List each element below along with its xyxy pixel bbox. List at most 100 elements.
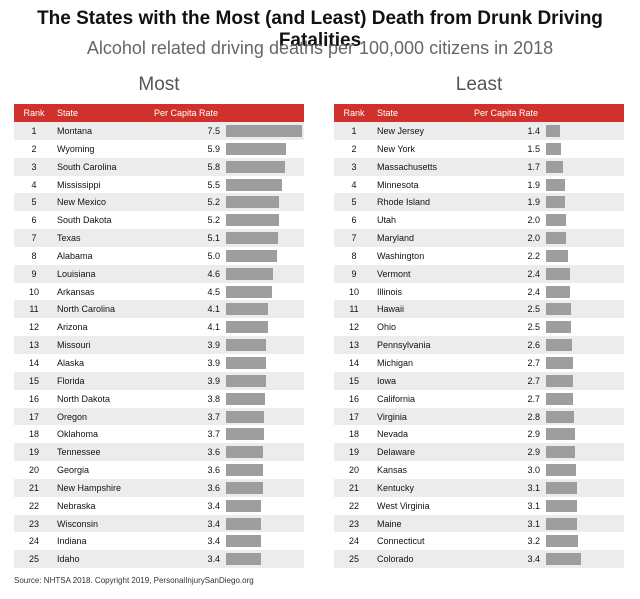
state-column-header: State [57, 108, 79, 118]
rank-cell: 14 [348, 357, 359, 368]
rate-cell: 5.8 [207, 161, 220, 172]
table-row: 12 Arizona 4.1 [14, 318, 304, 336]
rate-bar [546, 339, 573, 352]
table-row: 6 Utah 2.0 [334, 211, 624, 229]
rate-cell: 7.5 [207, 126, 220, 136]
most-section-label: Most [138, 74, 180, 95]
state-cell: Montana [57, 126, 93, 136]
rate-bar [546, 232, 567, 245]
rate-cell: 3.4 [207, 500, 220, 511]
rank-cell: 21 [28, 482, 39, 493]
rank-cell: 2 [351, 143, 357, 154]
state-cell: Virginia [377, 411, 407, 422]
rate-bar [226, 499, 261, 512]
state-cell: Maine [377, 518, 402, 529]
state-cell: Idaho [57, 554, 80, 565]
rate-bar [226, 339, 266, 352]
state-cell: Massachusetts [377, 161, 438, 172]
rate-cell: 4.1 [207, 322, 220, 333]
rate-cell: 1.9 [527, 197, 540, 208]
rate-bar [546, 321, 572, 334]
table-row: 9 Louisiana 4.6 [14, 264, 304, 283]
rate-bar [546, 249, 569, 262]
rate-cell: 3.4 [207, 554, 220, 565]
rate-bar [546, 499, 578, 512]
table-row: 15 Iowa 2.7 [334, 371, 624, 390]
table-row: 14 Alaska 3.9 [14, 354, 304, 372]
table-row: 8 Alabama 5.0 [14, 247, 304, 265]
rank-cell: 24 [28, 536, 39, 547]
state-cell: California [377, 393, 416, 404]
table-row: 12 Ohio 2.5 [334, 318, 624, 336]
state-cell: Georgia [57, 465, 90, 476]
rank-cell: 4 [31, 179, 37, 190]
rate-cell: 3.6 [207, 447, 220, 458]
table-row: 15 Florida 3.9 [14, 371, 304, 390]
rate-bar [226, 160, 285, 173]
rate-bar [226, 249, 277, 262]
table-row: 11 Hawaii 2.5 [334, 300, 624, 319]
rate-cell: 2.0 [527, 233, 540, 244]
table-row: 18 Nevada 2.9 [334, 425, 624, 443]
rank-cell: 19 [348, 447, 359, 458]
rank-cell: 11 [29, 304, 39, 315]
rate-cell: 2.4 [527, 268, 540, 279]
rank-cell: 6 [351, 215, 357, 226]
rank-cell: 15 [28, 375, 39, 386]
rate-bar [226, 285, 272, 298]
rank-column-header: Rank [23, 108, 45, 118]
rank-cell: 25 [348, 554, 359, 565]
state-cell: New Jersey [377, 126, 425, 136]
rate-bar [226, 178, 282, 191]
most-table: Rank State Per Capita Rate 1 Montana 7.5 2 W… [14, 104, 304, 569]
rate-bar [226, 125, 302, 137]
rank-cell: 16 [348, 393, 359, 404]
table-row: 23 Wisconsin 3.4 [14, 514, 304, 533]
rate-bar [546, 481, 578, 494]
rate-bar [226, 553, 261, 566]
rank-cell: 25 [28, 554, 39, 565]
rate-cell: 3.0 [527, 465, 540, 476]
rate-cell: 2.6 [527, 340, 540, 351]
rank-cell: 10 [348, 286, 359, 297]
rate-cell: 4.5 [207, 286, 220, 297]
state-cell: West Virginia [377, 500, 430, 511]
rate-bar [546, 374, 574, 387]
rate-bar [226, 428, 264, 441]
rate-bar [226, 392, 265, 405]
rank-cell: 18 [348, 429, 359, 440]
rank-cell: 2 [31, 143, 37, 154]
rank-cell: 20 [28, 465, 39, 476]
table-row: 24 Connecticut 3.2 [334, 532, 624, 550]
state-cell: Indiana [57, 536, 87, 547]
least-section-label: Least [455, 74, 503, 95]
state-cell: Wyoming [57, 143, 95, 154]
rank-cell: 13 [28, 340, 39, 351]
table-row: 22 Nebraska 3.4 [14, 497, 304, 515]
table-row: 16 California 2.7 [334, 390, 624, 408]
table-row: 3 South Carolina 5.8 [14, 157, 304, 176]
rate-cell: 2.5 [527, 304, 540, 315]
table-row: 7 Texas 5.1 [14, 229, 304, 247]
least-table: Rank State Per Capita Rate 1 New Jersey 1.… [334, 104, 624, 569]
rate-cell: 2.4 [527, 286, 540, 297]
rank-cell: 5 [351, 197, 357, 208]
rank-cell: 12 [348, 322, 359, 333]
table-body: 1 Montana 7.5 2 Wyoming 5.9 3 South Carolina 5.8… [14, 122, 304, 569]
table-row: 1 Montana 7.5 [14, 122, 304, 140]
rank-cell: 3 [351, 161, 357, 172]
rank-cell: 8 [351, 250, 357, 261]
state-cell: Florida [57, 375, 85, 386]
rank-cell: 22 [28, 500, 39, 511]
rate-bar [546, 446, 576, 459]
rate-bar [546, 160, 564, 173]
state-cell: Alabama [57, 250, 93, 261]
rate-bar [226, 303, 268, 316]
rate-cell: 2.5 [527, 322, 540, 333]
rank-cell: 18 [28, 429, 39, 440]
state-cell: Louisiana [57, 268, 96, 279]
state-cell: Kansas [377, 465, 408, 476]
state-column-header: State [377, 108, 399, 118]
rate-cell: 1.5 [527, 143, 540, 154]
table-row: 23 Maine 3.1 [334, 514, 624, 533]
